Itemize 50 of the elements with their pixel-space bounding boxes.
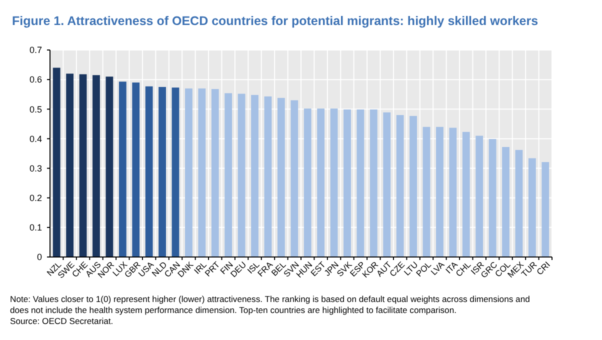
y-tick-label: 0.2 <box>29 193 42 204</box>
bar <box>462 132 470 257</box>
y-tick-label: 0.6 <box>29 74 42 85</box>
bar <box>528 158 536 257</box>
bar <box>251 94 258 257</box>
y-tick-label: 0.7 <box>29 45 42 56</box>
y-tick-label: 0 <box>36 252 42 262</box>
y-tick-label: 0.5 <box>29 104 42 114</box>
bar <box>344 109 351 257</box>
bar <box>224 93 232 257</box>
bar <box>383 112 391 257</box>
bar <box>172 88 180 257</box>
bar <box>118 82 126 257</box>
bar <box>290 100 298 257</box>
bar <box>410 116 417 257</box>
bar <box>502 146 510 257</box>
bar <box>185 88 192 257</box>
bar <box>238 94 246 257</box>
bar <box>422 126 430 257</box>
bar <box>330 108 338 257</box>
source-note: Source: OECD Secretariat. <box>10 316 114 326</box>
bar <box>356 109 364 257</box>
bar <box>92 75 100 257</box>
bar <box>264 96 272 257</box>
bar <box>198 88 206 257</box>
bar <box>436 126 444 257</box>
bar <box>52 68 60 257</box>
y-tick-label: 0.4 <box>29 134 42 144</box>
y-tick-label: 0.3 <box>29 163 42 174</box>
bar <box>106 76 114 257</box>
bar <box>158 86 166 257</box>
chart-title: Figure 1. Attractiveness of OECD countries for potential migrants: highly skilled workers <box>12 14 538 28</box>
bar <box>476 136 484 257</box>
bar <box>542 162 550 257</box>
x-tick-label: LVA <box>428 259 446 277</box>
bar <box>79 74 87 257</box>
bar <box>132 82 140 257</box>
bar <box>370 109 378 257</box>
bar <box>66 74 74 257</box>
y-tick-label: 0.1 <box>29 222 42 233</box>
bar <box>317 108 325 257</box>
bar <box>304 108 312 257</box>
bar <box>211 89 219 257</box>
bar <box>515 150 523 257</box>
bar <box>449 128 457 257</box>
bar <box>145 86 153 257</box>
bar <box>488 139 496 257</box>
bar <box>277 98 285 257</box>
bar <box>396 115 404 257</box>
text: Note: Values closer to 1(0) represent higher (lower) attractiveness. The ranking is based on default equal weights across dimensions and does not include the health system performance dimension. Top-ten countries are highlighted to facilitate comparison. <box>10 294 530 315</box>
